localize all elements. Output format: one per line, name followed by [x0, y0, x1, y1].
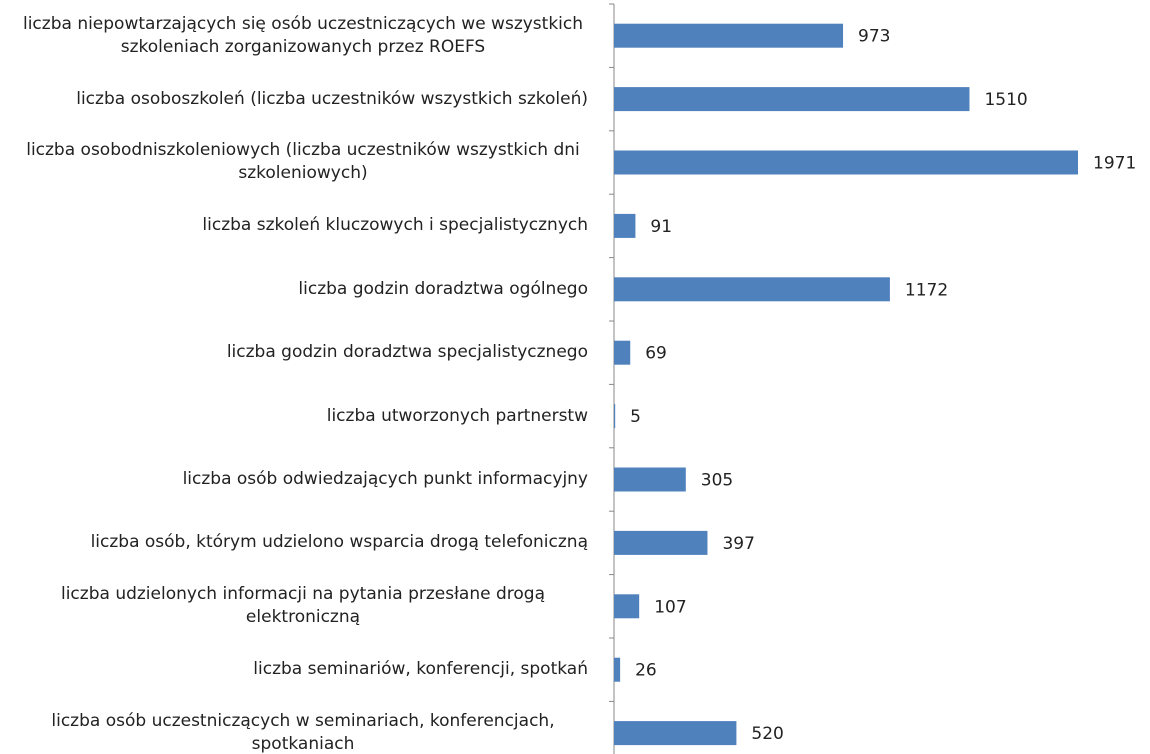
- bar: [614, 594, 640, 619]
- category-label: liczba osób, którym udzielono wsparcia d…: [0, 511, 588, 574]
- category-label: liczba godzin doradztwa ogólnego: [0, 258, 588, 321]
- category-label: liczba godzin doradztwa specjalistyczneg…: [0, 321, 588, 384]
- category-text: liczba godzin doradztwa specjalistyczneg…: [226, 342, 588, 363]
- value-label: 1971: [1093, 154, 1136, 174]
- category-label: liczba osób odwiedzających punkt informa…: [0, 448, 588, 511]
- bar: [614, 277, 890, 302]
- category-text: liczba osoboszkoleń (liczba uczestników …: [76, 88, 588, 109]
- category-text: liczba szkoleń kluczowych i specjalistyc…: [202, 215, 588, 236]
- category-text: liczba osób, którym udzielono wsparcia d…: [90, 532, 588, 553]
- category-text: liczba niepowtarzających się osób uczest…: [22, 13, 584, 57]
- value-label: 5: [630, 407, 641, 427]
- value-label: 1172: [905, 280, 948, 300]
- category-label: liczba osoboszkoleń (liczba uczestników …: [0, 67, 588, 130]
- category-label: liczba utworzonych partnerstw: [0, 384, 588, 447]
- category-text: liczba utworzonych partnerstw: [326, 405, 588, 426]
- bar: [614, 657, 621, 682]
- category-text: liczba osób odwiedzających punkt informa…: [182, 468, 588, 489]
- bar: [614, 150, 1078, 175]
- category-label: liczba szkoleń kluczowych i specjalistyc…: [0, 194, 588, 257]
- bar: [614, 530, 708, 555]
- bar: [614, 467, 686, 492]
- value-label: 973: [858, 27, 890, 47]
- bar: [614, 213, 636, 238]
- bar: [614, 23, 844, 48]
- category-text: liczba godzin doradztwa ogólnego: [298, 278, 588, 299]
- value-label: 91: [650, 217, 672, 237]
- category-text: liczba osób uczestniczących w seminariac…: [51, 711, 555, 754]
- value-label: 26: [635, 661, 657, 681]
- category-label: liczba seminariów, konferencji, spotkań: [0, 638, 588, 701]
- value-label: 1510: [984, 90, 1027, 110]
- category-label: liczba niepowtarzających się osób uczest…: [0, 4, 588, 67]
- category-label: liczba osobodniszkoleniowych (liczba ucz…: [0, 131, 588, 194]
- bar: [614, 404, 616, 429]
- bar: [614, 87, 970, 112]
- category-text: liczba udzielonych informacji na pytania…: [60, 584, 545, 628]
- bar: [614, 721, 737, 746]
- category-label: liczba udzielonych informacji na pytania…: [0, 575, 588, 638]
- category-text: liczba osobodniszkoleniowych (liczba ucz…: [26, 140, 580, 184]
- bar: [614, 340, 631, 365]
- category-label: liczba osób uczestniczących w seminariac…: [0, 701, 588, 754]
- value-label: 520: [751, 724, 783, 744]
- value-label: 69: [645, 344, 667, 364]
- value-label: 305: [701, 471, 733, 491]
- category-text: liczba seminariów, konferencji, spotkań: [253, 659, 588, 680]
- value-label: 107: [654, 597, 686, 617]
- value-label: 397: [722, 534, 754, 554]
